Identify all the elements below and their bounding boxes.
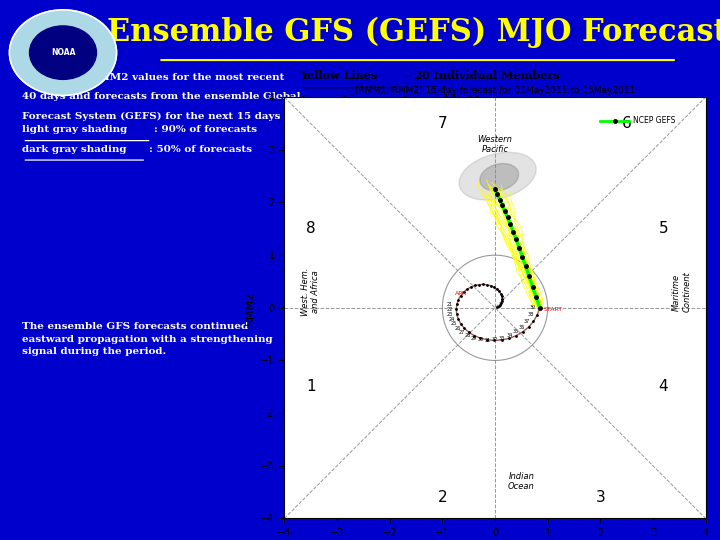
Text: Ensemble GFS (GEFS) MJO Forecast: Ensemble GFS (GEFS) MJO Forecast	[107, 17, 720, 48]
Text: dark gray shading: dark gray shading	[22, 145, 127, 153]
Text: 28: 28	[464, 333, 471, 338]
Circle shape	[9, 10, 117, 96]
Text: : 90% of forecasts: : 90% of forecasts	[154, 125, 257, 134]
Text: Green Line: Green Line	[300, 94, 369, 105]
Text: : 50% of forecasts: : 50% of forecasts	[149, 145, 252, 153]
Text: 23: 23	[447, 312, 453, 316]
Text: 38: 38	[527, 313, 534, 318]
Text: START: START	[544, 307, 562, 313]
Text: Western
Pacific: Western Pacific	[477, 135, 513, 154]
Text: 7: 7	[438, 116, 447, 131]
Text: 37: 37	[523, 319, 530, 324]
Text: Forecast System (GEFS) for the next 15 days: Forecast System (GEFS) for the next 15 d…	[22, 111, 281, 120]
Text: 24: 24	[449, 316, 454, 321]
Text: 5: 5	[659, 221, 668, 237]
Text: 3: 3	[595, 490, 606, 505]
Text: 32: 32	[492, 338, 498, 342]
Text: RMM1 and RMM2 values for the most recent: RMM1 and RMM2 values for the most recent	[22, 72, 285, 82]
Text: Maritime
Continent: Maritime Continent	[672, 272, 692, 312]
Text: 33: 33	[499, 336, 505, 341]
Text: Yellow Lines: Yellow Lines	[300, 70, 377, 81]
Text: NOAA: NOAA	[50, 48, 76, 57]
Text: 8: 8	[306, 221, 315, 237]
Text: 1: 1	[306, 379, 315, 394]
Text: 25: 25	[451, 321, 457, 326]
Ellipse shape	[459, 152, 536, 200]
Text: – Ensemble Mean: – Ensemble Mean	[389, 94, 502, 105]
Text: APR: APR	[455, 291, 467, 295]
Text: Indian
Ocean: Indian Ocean	[508, 472, 535, 491]
Text: NCEP GEFS: NCEP GEFS	[633, 117, 675, 125]
Text: 40 days and forecasts from the ensemble Global: 40 days and forecasts from the ensemble …	[22, 92, 301, 101]
Ellipse shape	[480, 164, 518, 191]
Text: 4: 4	[659, 379, 668, 394]
Text: 26: 26	[454, 326, 461, 331]
Text: West. Hem.
and Africa: West. Hem. and Africa	[301, 268, 320, 316]
Text: 21: 21	[447, 302, 453, 307]
Text: 39: 39	[530, 305, 536, 310]
Text: 31: 31	[485, 338, 490, 343]
Title: [RMM1, RMM2] 15-day forecast for 01May2011 to 15May2011: [RMM1, RMM2] 15-day forecast for 01May20…	[355, 86, 635, 95]
Text: light gray shading: light gray shading	[22, 125, 127, 134]
Text: – 20 Individual Members: – 20 Individual Members	[401, 70, 559, 81]
Y-axis label: RMM2: RMM2	[245, 291, 255, 325]
Text: 27: 27	[459, 330, 465, 335]
Text: 2: 2	[438, 490, 447, 505]
Text: 22: 22	[446, 307, 453, 312]
Text: 35: 35	[513, 329, 519, 334]
Circle shape	[30, 26, 96, 79]
Text: 36: 36	[518, 325, 525, 329]
Text: 34: 34	[506, 333, 513, 338]
Text: 29: 29	[471, 336, 477, 341]
Text: 30: 30	[477, 338, 484, 342]
Text: The ensemble GFS forecasts continued
eastward propagation with a strengthening
s: The ensemble GFS forecasts continued eas…	[22, 322, 273, 356]
Text: 6: 6	[622, 116, 631, 131]
